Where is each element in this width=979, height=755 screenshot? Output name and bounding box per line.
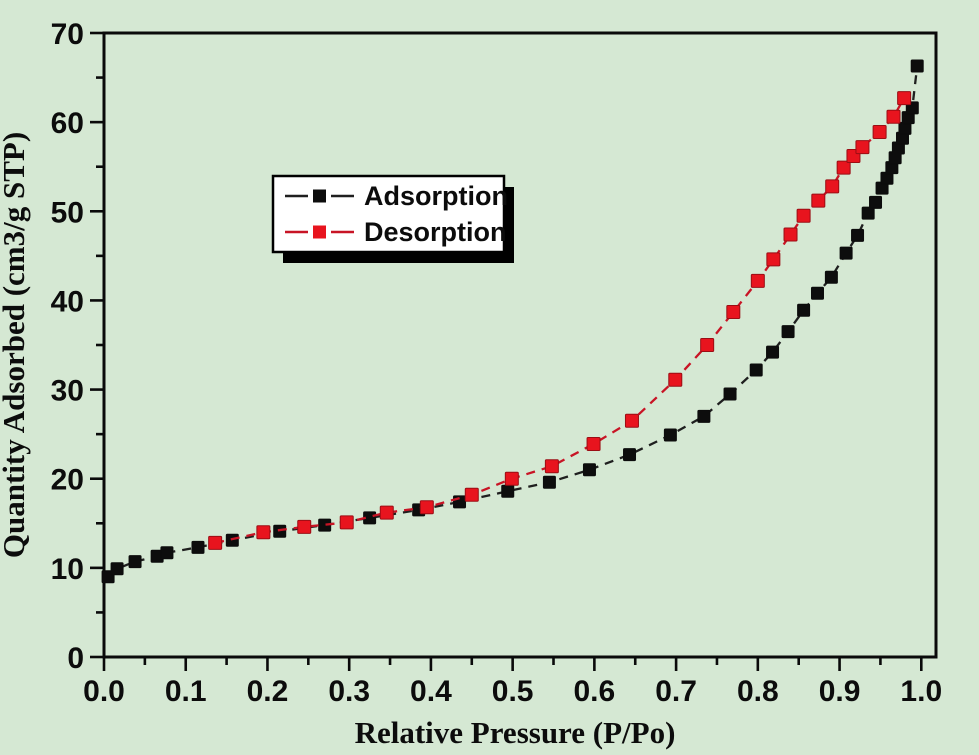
data-point-desorption [897, 91, 912, 106]
data-point-adsorption [839, 246, 853, 260]
x-tick-label: 0.2 [247, 675, 289, 708]
y-tick-label: 70 [51, 18, 84, 51]
data-point-desorption [766, 252, 781, 267]
data-point-adsorption [723, 387, 737, 401]
x-tick-label: 0.1 [165, 675, 207, 708]
x-tick-label: 0.0 [83, 675, 125, 708]
x-tick-label: 0.6 [574, 675, 616, 708]
data-point-adsorption [191, 540, 205, 554]
data-point-adsorption [128, 555, 142, 569]
data-point-desorption [836, 160, 851, 175]
legend-item-desorption: Desorption [285, 217, 507, 247]
plot-frame [102, 31, 938, 659]
data-point-desorption [419, 500, 434, 515]
data-point-desorption [783, 227, 798, 242]
series-line-desorption [214, 97, 906, 545]
data-point-adsorption [861, 206, 875, 220]
data-point-adsorption [851, 228, 865, 242]
data-point-desorption [379, 505, 394, 520]
data-point-desorption [886, 109, 901, 124]
desorption-legend-marker [313, 225, 326, 239]
data-point-adsorption [766, 345, 780, 359]
data-point-adsorption [781, 325, 795, 339]
data-point-adsorption [910, 59, 924, 73]
data-point-desorption [855, 140, 870, 155]
legend-item-adsorption: Adsorption [285, 181, 508, 211]
y-tick-label: 30 [51, 375, 84, 408]
data-point-desorption [297, 519, 312, 534]
data-point-desorption [208, 535, 223, 550]
legend: Adsorption Desorption [271, 174, 514, 263]
y-axis-title: Quantity Adsorbed (cm3/g STP) [0, 132, 31, 558]
data-point-desorption [256, 525, 271, 540]
data-point-desorption [872, 124, 887, 139]
data-point-adsorption [542, 475, 556, 489]
data-point-desorption [811, 193, 826, 208]
x-tick-label: 0.5 [492, 675, 534, 708]
data-point-adsorption [501, 484, 515, 498]
y-tick-label: 40 [51, 285, 84, 318]
x-axis-title: Relative Pressure (P/Po) [355, 715, 676, 750]
data-point-adsorption [623, 448, 637, 462]
data-point-adsorption [797, 303, 811, 317]
x-tick-label: 0.9 [819, 675, 861, 708]
data-point-adsorption [663, 428, 677, 442]
plot-area: 0.0 0.1 0.2 0.3 0.4 0.5 0.6 0.7 0.8 0.9 1.0 0 10 20 30… [51, 18, 943, 708]
data-point-desorption [544, 459, 559, 474]
data-point-desorption [796, 208, 811, 223]
x-tick-label: 0.3 [328, 675, 370, 708]
data-point-adsorption [110, 562, 124, 576]
y-tick-label: 50 [51, 196, 84, 229]
y-tick-label: 0 [67, 642, 84, 675]
data-point-desorption [339, 515, 354, 530]
data-point-desorption [726, 305, 741, 320]
data-point-adsorption [824, 270, 838, 284]
data-point-desorption [825, 179, 840, 194]
data-point-desorption [624, 413, 639, 428]
data-point-adsorption [273, 524, 287, 538]
data-point-adsorption [749, 363, 763, 377]
data-point-desorption [668, 372, 683, 387]
data-point-desorption [464, 487, 479, 502]
desorption-legend-label: Desorption [364, 217, 507, 247]
series-line-adsorption [107, 65, 919, 578]
data-point-adsorption [810, 286, 824, 300]
data-point-adsorption [582, 463, 596, 477]
data-point-adsorption [453, 495, 467, 509]
y-tick-label: 20 [51, 464, 84, 497]
adsorption-legend-marker [313, 189, 326, 203]
x-tick-label: 1.0 [900, 675, 942, 708]
x-tick-label: 0.8 [737, 675, 779, 708]
data-point-desorption [504, 471, 519, 486]
data-point-desorption [586, 436, 601, 451]
data-point-desorption [750, 273, 765, 288]
y-tick-label: 60 [51, 107, 84, 140]
y-tick-label: 10 [51, 553, 84, 586]
data-point-adsorption [160, 546, 174, 560]
data-point-adsorption [869, 195, 883, 209]
data-point-desorption [700, 338, 715, 352]
legend-frame [271, 174, 506, 254]
x-tick-label: 0.4 [410, 675, 452, 708]
data-point-adsorption [697, 409, 711, 423]
x-tick-label: 0.7 [655, 675, 697, 708]
adsorption-legend-label: Adsorption [364, 181, 508, 211]
